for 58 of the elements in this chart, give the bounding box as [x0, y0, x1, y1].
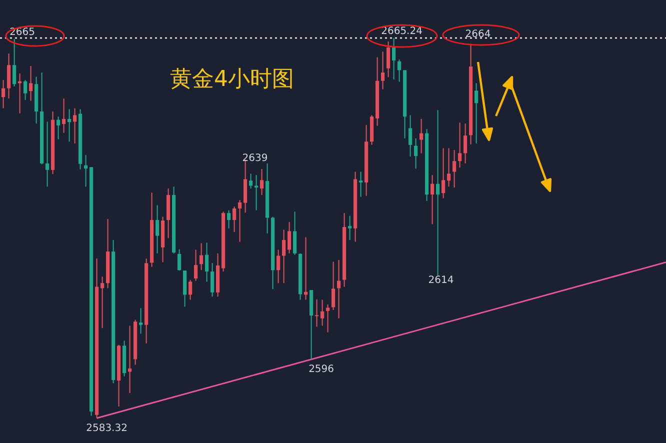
text: 黄金4小时图 — [170, 67, 294, 92]
candlestick — [200, 242, 204, 271]
candlestick — [386, 40, 390, 78]
candlestick — [337, 259, 341, 319]
candlestick — [254, 174, 258, 211]
candlestick — [359, 171, 363, 198]
annotation: 2639 — [242, 153, 268, 164]
candlestick — [178, 248, 182, 272]
candlestick — [474, 82, 478, 144]
candlestick — [7, 52, 11, 99]
candlestick — [288, 221, 292, 254]
candlestick — [447, 148, 451, 188]
candlestick — [326, 304, 330, 333]
candlestick — [29, 66, 33, 102]
candlestick — [194, 249, 198, 282]
candlestick — [381, 51, 385, 90]
annotation: 2664 — [465, 29, 491, 40]
annotation: 2614 — [428, 275, 454, 286]
candlestick — [210, 262, 214, 298]
candlestick — [458, 122, 462, 168]
candlestick — [436, 110, 440, 276]
candlestick — [232, 206, 236, 233]
candlestick — [100, 276, 104, 329]
annotation: 2596 — [308, 364, 334, 376]
candlestick — [46, 121, 50, 188]
candlestick — [2, 79, 6, 109]
candlestick — [452, 149, 456, 188]
candlestick — [392, 38, 396, 80]
candlestick — [348, 215, 352, 240]
candlestick — [414, 138, 418, 170]
candlestick — [139, 308, 143, 334]
candlestick — [73, 108, 77, 144]
candlestick — [249, 173, 253, 189]
candlestick — [464, 123, 468, 164]
candlestick — [408, 114, 412, 157]
candlestick — [398, 59, 402, 82]
annotation: 2665 — [10, 27, 36, 38]
candlestick — [276, 249, 280, 284]
candlestick — [227, 210, 231, 229]
candlestick — [62, 98, 66, 134]
candlestick — [156, 204, 160, 254]
candlestick — [320, 299, 324, 326]
candlestick — [12, 38, 16, 87]
candlestick — [205, 242, 209, 282]
candlestick — [24, 79, 28, 100]
candlestick — [260, 168, 264, 196]
candlestick — [332, 261, 336, 311]
candlestick — [430, 174, 434, 225]
candlestick — [188, 279, 192, 300]
candlestick — [420, 118, 424, 154]
annotation: 2583.32 — [86, 423, 128, 434]
candlestick — [293, 211, 297, 256]
candlestick — [56, 116, 60, 140]
annotation: 2665.24 — [381, 26, 422, 37]
candlestick — [315, 298, 319, 328]
candlestick — [282, 229, 286, 284]
candlestick — [442, 148, 446, 199]
candlestick — [238, 200, 242, 242]
